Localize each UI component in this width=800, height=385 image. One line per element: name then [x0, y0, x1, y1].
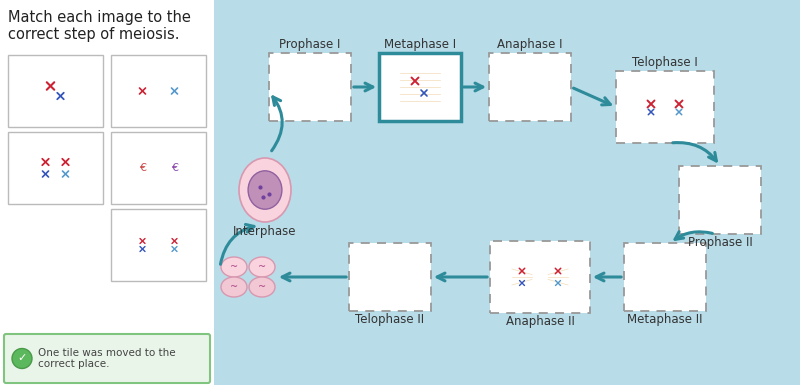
Ellipse shape: [158, 71, 190, 111]
Bar: [489, 53, 571, 121]
Text: Metaphase I: Metaphase I: [384, 38, 456, 51]
Text: €: €: [171, 163, 178, 173]
Text: ✓: ✓: [18, 353, 26, 363]
Bar: [379, 53, 461, 121]
Text: Match each image to the
correct step of meiosis.: Match each image to the correct step of …: [8, 10, 191, 42]
Bar: [0, 0, 214, 385]
Ellipse shape: [249, 257, 275, 277]
Ellipse shape: [126, 151, 159, 185]
Ellipse shape: [221, 277, 247, 297]
Bar: [8, 132, 103, 204]
Text: One tile was moved to the
correct place.: One tile was moved to the correct place.: [38, 348, 176, 369]
FancyBboxPatch shape: [4, 334, 210, 383]
Bar: [490, 241, 590, 313]
Ellipse shape: [239, 158, 291, 222]
Ellipse shape: [540, 257, 576, 297]
Bar: [349, 243, 431, 311]
Bar: [679, 166, 761, 234]
Ellipse shape: [635, 85, 667, 129]
Text: Interphase: Interphase: [234, 225, 297, 238]
Text: Telophase II: Telophase II: [355, 313, 425, 326]
Text: Telophase I: Telophase I: [632, 56, 698, 69]
Ellipse shape: [27, 69, 83, 113]
Text: Prophase I: Prophase I: [279, 38, 341, 51]
Text: ~: ~: [258, 282, 266, 292]
Ellipse shape: [126, 71, 158, 111]
Bar: [269, 53, 351, 121]
Ellipse shape: [249, 277, 275, 297]
Ellipse shape: [26, 144, 86, 192]
Ellipse shape: [221, 257, 247, 277]
Ellipse shape: [126, 227, 159, 263]
Text: Metaphase II: Metaphase II: [627, 313, 702, 326]
Circle shape: [12, 348, 32, 368]
Bar: [214, 0, 800, 385]
Bar: [8, 55, 103, 127]
Ellipse shape: [663, 85, 695, 129]
Text: ~: ~: [230, 262, 238, 272]
Bar: [616, 71, 714, 143]
Bar: [111, 55, 206, 127]
Text: Anaphase I: Anaphase I: [498, 38, 562, 51]
Text: ~: ~: [258, 262, 266, 272]
Bar: [111, 132, 206, 204]
Text: Prophase II: Prophase II: [688, 236, 752, 249]
Bar: [624, 243, 706, 311]
Ellipse shape: [504, 257, 540, 297]
Ellipse shape: [158, 151, 191, 185]
Text: €: €: [139, 163, 146, 173]
Ellipse shape: [390, 63, 450, 111]
Bar: [111, 209, 206, 281]
Ellipse shape: [158, 227, 191, 263]
Text: Anaphase II: Anaphase II: [506, 315, 574, 328]
Ellipse shape: [248, 171, 282, 209]
Text: ~: ~: [230, 282, 238, 292]
